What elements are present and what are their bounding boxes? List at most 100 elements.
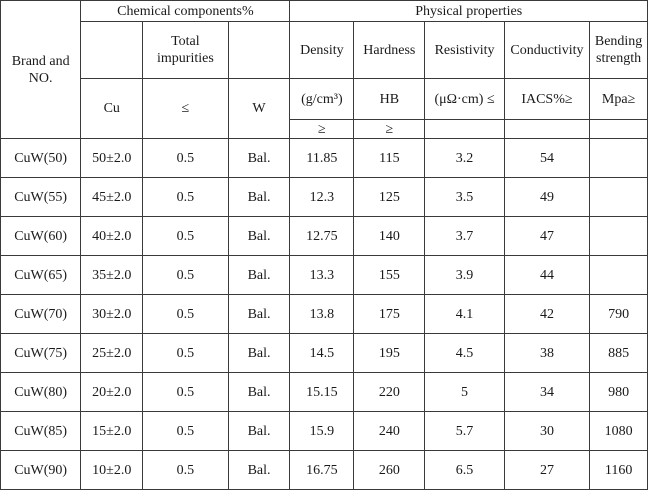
bending-cell	[589, 216, 648, 256]
resistivity-unit-header: (μΩ·cm) ≤	[424, 78, 505, 120]
resistivity-sign-cell	[424, 119, 505, 139]
hardness-cell: 155	[353, 255, 426, 295]
header-row-names: Total impurities Density Hardness Resist…	[1, 21, 648, 79]
cu-cell: 20±2.0	[80, 372, 144, 412]
w-cell: Bal.	[227, 216, 291, 256]
bending-cell	[589, 177, 648, 217]
conductivity-cell: 42	[503, 294, 591, 334]
density-cell: 11.85	[289, 138, 355, 178]
hardness-cell: 240	[353, 411, 426, 451]
density-cell: 12.3	[289, 177, 355, 217]
hardness-sign-header: ≥	[353, 119, 426, 139]
density-cell: 12.75	[289, 216, 355, 256]
density-header: Density	[289, 21, 355, 79]
bending-unit-header: Mpa≥	[589, 78, 648, 120]
table-row: CuW(70) 30±2.0 0.5 Bal. 13.8 175 4.1 42 …	[0, 294, 648, 334]
conductivity-cell: 34	[503, 372, 591, 412]
properties-table: Brand and NO. Chemical components% Physi…	[0, 0, 648, 490]
table-row: CuW(60) 40±2.0 0.5 Bal. 12.75 140 3.7 47	[0, 216, 648, 256]
resistivity-cell: 4.5	[424, 333, 505, 373]
hardness-unit-header: HB	[353, 78, 426, 120]
table-row: CuW(90) 10±2.0 0.5 Bal. 16.75 260 6.5 27…	[0, 450, 648, 490]
resistivity-cell: 5	[424, 372, 505, 412]
impurities-cell: 0.5	[142, 177, 229, 217]
density-cell: 15.15	[289, 372, 355, 412]
cu-cell: 30±2.0	[80, 294, 144, 334]
density-sign-header: ≥	[289, 119, 355, 139]
bending-cell: 1160	[589, 450, 648, 490]
w-cell: Bal.	[227, 294, 291, 334]
density-cell: 16.75	[289, 450, 355, 490]
density-unit-header: (g/cm³)	[289, 78, 355, 120]
impurity-sign-header: ≤	[142, 78, 229, 139]
resistivity-cell: 5.7	[424, 411, 505, 451]
hardness-header: Hardness	[353, 21, 426, 79]
bending-cell: 980	[589, 372, 648, 412]
density-cell: 13.3	[289, 255, 355, 295]
conductivity-cell: 27	[503, 450, 591, 490]
bending-header: Bending strength	[589, 21, 648, 79]
table-row: CuW(75) 25±2.0 0.5 Bal. 14.5 195 4.5 38 …	[0, 333, 648, 373]
density-cell: 14.5	[289, 333, 355, 373]
table-row: CuW(50) 50±2.0 0.5 Bal. 11.85 115 3.2 54	[0, 138, 648, 178]
brand-header: Brand and NO.	[0, 0, 82, 139]
hardness-cell: 175	[353, 294, 426, 334]
conductivity-cell: 47	[503, 216, 591, 256]
w-cell: Bal.	[227, 177, 291, 217]
density-cell: 15.9	[289, 411, 355, 451]
table-body: Brand and NO. Chemical components% Physi…	[0, 0, 648, 490]
brand-cell: CuW(75)	[0, 333, 82, 373]
cu-cell: 40±2.0	[80, 216, 144, 256]
hardness-cell: 195	[353, 333, 426, 373]
resistivity-cell: 3.5	[424, 177, 505, 217]
w-cell: Bal.	[227, 450, 291, 490]
conductivity-header: Conductivity	[503, 21, 591, 79]
resistivity-cell: 6.5	[424, 450, 505, 490]
impurities-cell: 0.5	[142, 411, 229, 451]
physical-header: Physical properties	[289, 0, 648, 22]
table-row: CuW(65) 35±2.0 0.5 Bal. 13.3 155 3.9 44	[0, 255, 648, 295]
resistivity-cell: 3.9	[424, 255, 505, 295]
conductivity-unit-header: IACS%≥	[503, 78, 591, 120]
brand-cell: CuW(90)	[0, 450, 82, 490]
conductivity-cell: 38	[503, 333, 591, 373]
table-row: CuW(55) 45±2.0 0.5 Bal. 12.3 125 3.5 49	[0, 177, 648, 217]
density-cell: 13.8	[289, 294, 355, 334]
resistivity-cell: 3.7	[424, 216, 505, 256]
cu-cell: 25±2.0	[80, 333, 144, 373]
w-cell: Bal.	[227, 333, 291, 373]
hardness-cell: 115	[353, 138, 426, 178]
cu-cell: 50±2.0	[80, 138, 144, 178]
w-name-cell	[227, 21, 291, 79]
hardness-cell: 140	[353, 216, 426, 256]
resistivity-cell: 3.2	[424, 138, 505, 178]
w-cell: Bal.	[227, 411, 291, 451]
cu-name-cell	[80, 21, 144, 79]
conductivity-cell: 44	[503, 255, 591, 295]
cu-header: Cu	[80, 78, 144, 139]
total-impurities-header: Total impurities	[142, 21, 229, 79]
w-cell: Bal.	[227, 372, 291, 412]
impurities-cell: 0.5	[142, 372, 229, 412]
bending-sign-cell	[589, 119, 648, 139]
resistivity-header: Resistivity	[424, 21, 505, 79]
resistivity-cell: 4.1	[424, 294, 505, 334]
cu-cell: 35±2.0	[80, 255, 144, 295]
impurities-cell: 0.5	[142, 216, 229, 256]
brand-cell: CuW(55)	[0, 177, 82, 217]
conductivity-cell: 30	[503, 411, 591, 451]
conductivity-cell: 54	[503, 138, 591, 178]
hardness-cell: 220	[353, 372, 426, 412]
bending-cell	[589, 138, 648, 178]
w-header: W	[227, 78, 291, 139]
w-cell: Bal.	[227, 255, 291, 295]
brand-cell: CuW(60)	[0, 216, 82, 256]
header-row-units: Cu ≤ W (g/cm³) HB (μΩ·cm) ≤ IACS%≥ Mpa≥	[1, 78, 648, 139]
brand-cell: CuW(70)	[0, 294, 82, 334]
bending-cell	[589, 255, 648, 295]
table-row: CuW(85) 15±2.0 0.5 Bal. 15.9 240 5.7 30 …	[0, 411, 648, 451]
cu-cell: 45±2.0	[80, 177, 144, 217]
cu-cell: 10±2.0	[80, 450, 144, 490]
brand-cell: CuW(50)	[0, 138, 82, 178]
hardness-cell: 125	[353, 177, 426, 217]
